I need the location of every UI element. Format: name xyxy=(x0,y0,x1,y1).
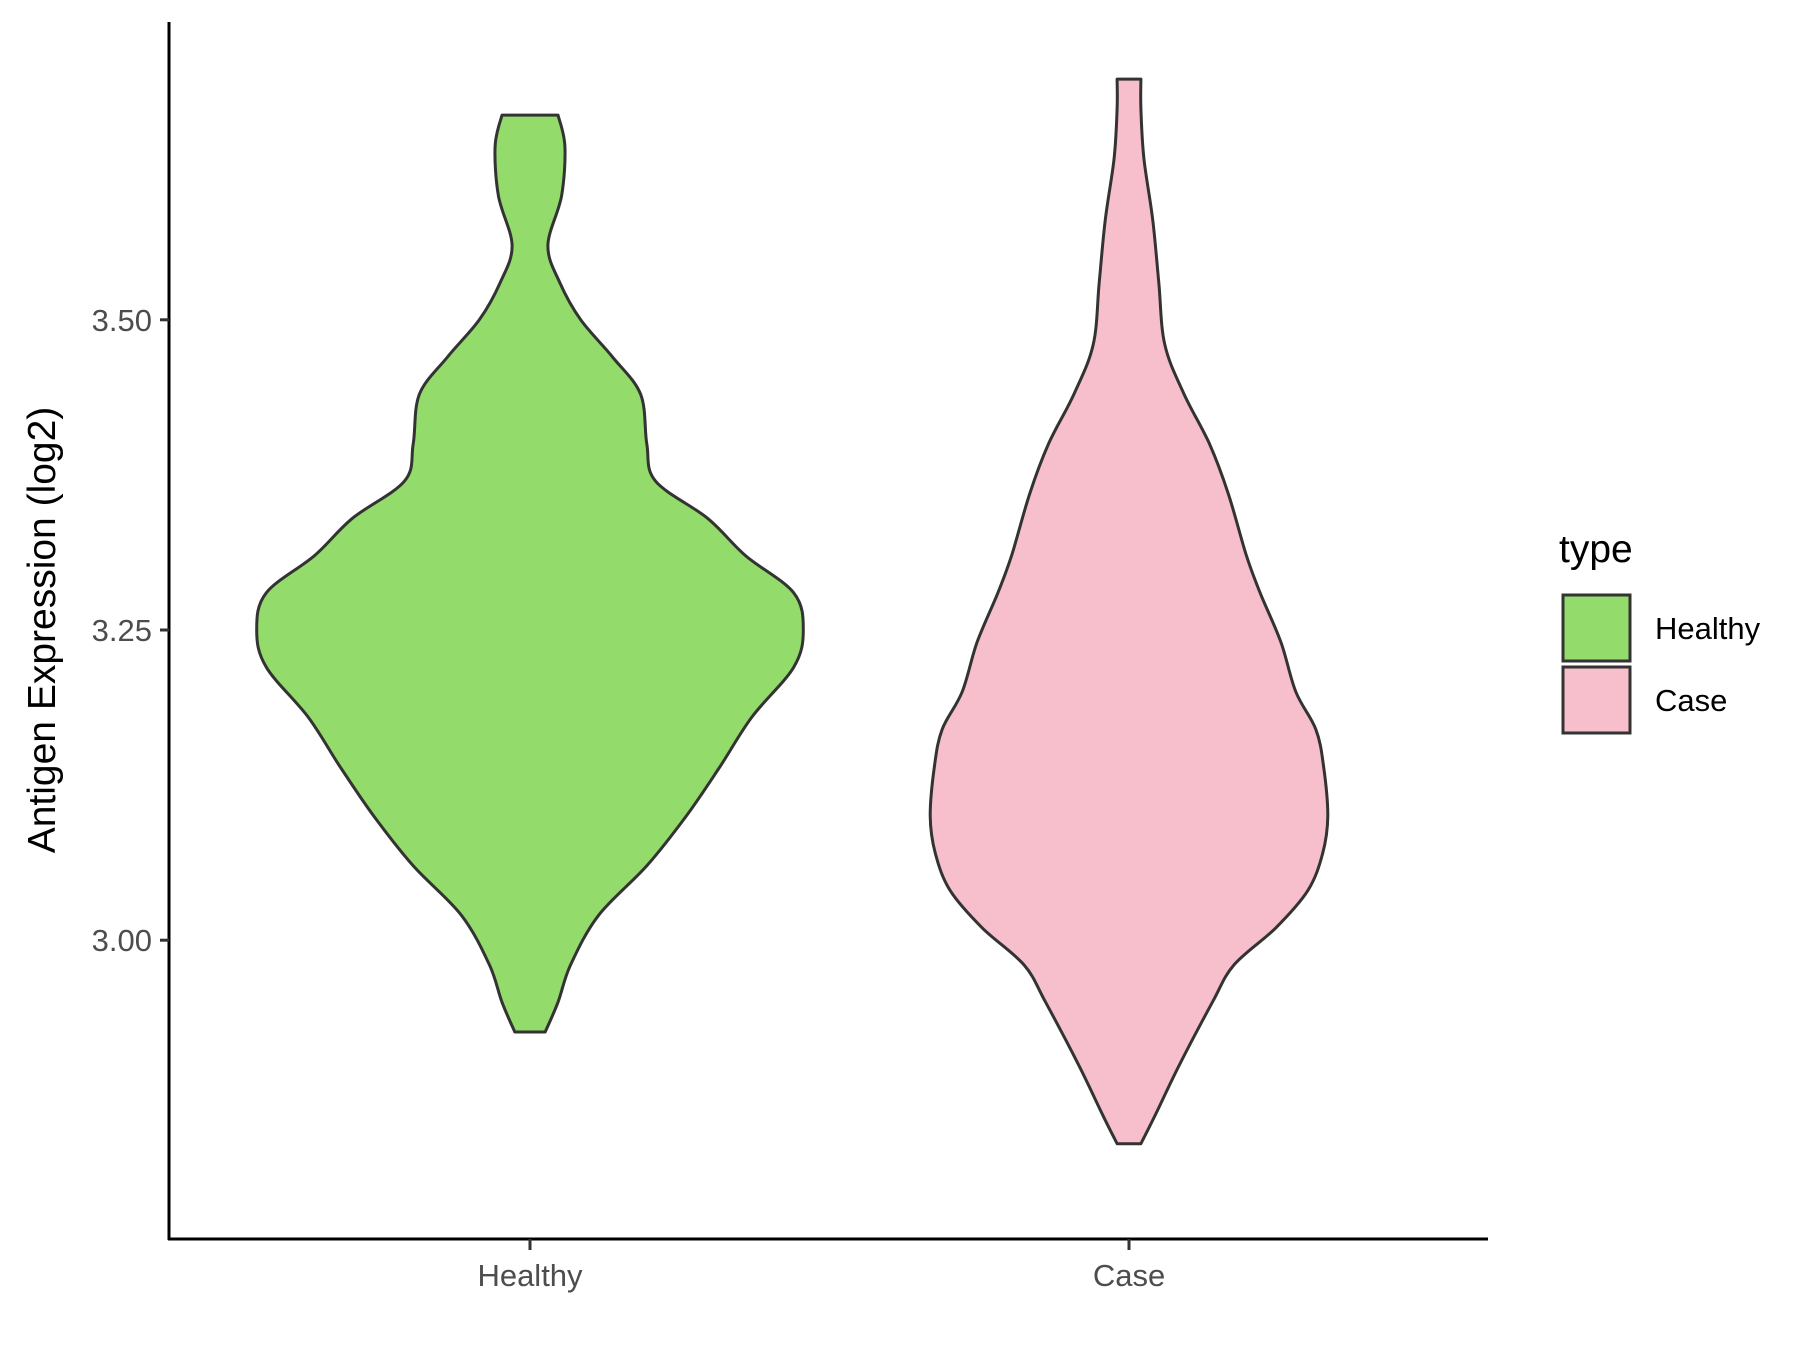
legend-key-case xyxy=(1561,665,1632,735)
y-axis-title: Antigen Expression (log2) xyxy=(21,407,64,854)
x-tick-label: Healthy xyxy=(477,1258,583,1293)
legend-items: Healthy Case xyxy=(1561,593,1761,735)
violin-layer xyxy=(255,77,1330,1146)
violin-healthy xyxy=(255,113,805,1034)
y-tick-label: 3.00 xyxy=(92,923,152,958)
x-ticks: Healthy Case xyxy=(477,1239,1165,1293)
x-tick-label: Case xyxy=(1093,1258,1165,1293)
legend-key-healthy xyxy=(1561,593,1632,663)
legend-label-case: Case xyxy=(1655,683,1727,718)
legend-label-healthy: Healthy xyxy=(1655,611,1761,646)
y-ticks: 3.00 3.25 3.50 xyxy=(92,303,169,958)
legend-title: type xyxy=(1559,528,1633,571)
legend: type Healthy Case xyxy=(1559,528,1761,735)
y-tick-label: 3.25 xyxy=(92,613,152,648)
violin-case xyxy=(928,77,1330,1146)
y-tick-label: 3.50 xyxy=(92,303,152,338)
